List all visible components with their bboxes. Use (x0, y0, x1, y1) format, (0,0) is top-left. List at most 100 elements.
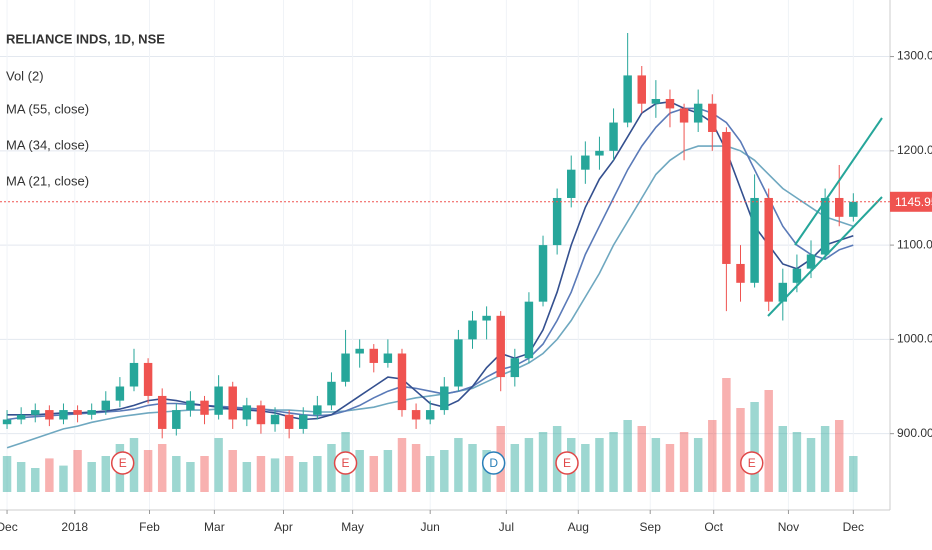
volume-bar (693, 438, 703, 492)
volume-bar (834, 420, 844, 492)
volume-bar (510, 444, 520, 492)
y-tick-label: 900.00 (897, 426, 932, 440)
volume-bar (425, 456, 435, 492)
volume-bar (242, 462, 252, 492)
event-marker (333, 451, 358, 475)
candle-body (764, 197, 773, 302)
volume-bar (73, 450, 82, 492)
volume-bar (313, 456, 322, 492)
candle-body (722, 131, 731, 264)
candle-body (651, 98, 661, 104)
volume-bar (355, 450, 364, 492)
candle-body (538, 245, 548, 302)
candle-body (623, 75, 632, 123)
event-label: E (342, 456, 350, 470)
candle-body (510, 358, 520, 378)
x-tick-label: Dec (0, 520, 18, 534)
candle-body (834, 197, 844, 217)
candle-body (595, 150, 604, 156)
volume-bar (468, 444, 477, 492)
volume-bar (637, 426, 646, 492)
candle-body (214, 386, 223, 415)
volume-bar (284, 456, 294, 492)
volume-bar (736, 408, 745, 492)
volume-bar (2, 456, 12, 492)
x-tick-label: Jul (499, 520, 514, 534)
candle-body (355, 348, 364, 354)
legend-entry: MA (21, close) (6, 173, 89, 188)
volume-bar (157, 444, 167, 492)
x-tick-label: Dec (843, 520, 864, 534)
candle-body (397, 353, 407, 411)
grid (0, 0, 890, 510)
candle-body (87, 410, 96, 415)
candle-body (778, 282, 788, 302)
candle-body (383, 353, 393, 363)
volume-bar (792, 432, 802, 492)
volume-bar (623, 420, 632, 492)
x-tick-label: Apr (274, 520, 293, 534)
candle-body (708, 103, 717, 132)
volume-bar (397, 438, 407, 492)
event-marker (555, 451, 579, 475)
volume-bar (820, 426, 830, 492)
y-tick-label: 1300.00 (897, 49, 932, 63)
event-label: E (119, 456, 127, 470)
candle-body (820, 197, 830, 255)
candle-body (581, 155, 590, 170)
candle-body (693, 103, 703, 123)
event-label: E (748, 456, 756, 470)
volume-bar (581, 444, 590, 492)
candle-body (256, 405, 266, 425)
candle-body (200, 400, 209, 415)
volume-bar (299, 462, 308, 492)
y-tick-label: 1200.00 (897, 143, 932, 157)
volume-bar (411, 444, 421, 492)
candle-body (411, 410, 421, 420)
volume-bar (750, 402, 759, 492)
candle-body (186, 400, 195, 411)
volume-bar (16, 462, 26, 492)
candle-body (16, 414, 26, 420)
volume-bar (45, 458, 54, 492)
chart-title: RELIANCE INDS, 1D, NSE (6, 31, 165, 46)
volume-bar (849, 456, 858, 492)
volume-bar (228, 450, 237, 492)
volume-bar (538, 432, 548, 492)
volume-bar (778, 426, 788, 492)
candle-body (637, 75, 646, 104)
candle-body (284, 414, 294, 429)
legend-entry: MA (34, close) (6, 137, 89, 152)
candle-body (750, 197, 759, 283)
volume-bar (101, 456, 111, 492)
legend-entry: MA (55, close) (6, 101, 89, 116)
candle-body (172, 410, 181, 429)
candle-body (665, 98, 675, 109)
y-tick-label: 1100.00 (897, 237, 932, 251)
volume-bar (609, 432, 618, 492)
volume-bar (270, 458, 280, 492)
candle-body (482, 315, 491, 321)
candle-body (425, 410, 435, 420)
x-tick-label: Feb (139, 520, 160, 534)
volume-bar (679, 432, 689, 492)
volume-bar (214, 438, 223, 492)
candle-body (73, 410, 82, 415)
x-tick-label: May (341, 520, 364, 534)
volume-bar (708, 420, 717, 492)
volume-bar (256, 456, 266, 492)
candle-body (496, 315, 505, 378)
volume-bar (665, 444, 675, 492)
volume-bar (806, 438, 816, 492)
candle-body (313, 405, 322, 415)
candle-body (327, 381, 336, 406)
event-label: E (563, 456, 571, 470)
volume-bar (369, 456, 379, 492)
x-tick-label: Oct (704, 520, 723, 534)
candle-body (31, 410, 40, 415)
volume-bar (440, 450, 449, 492)
axes: 900.00 1000.00 1100.00 1200.00 1300.00 Dec 201… (0, 49, 932, 534)
candle-body (679, 108, 689, 123)
